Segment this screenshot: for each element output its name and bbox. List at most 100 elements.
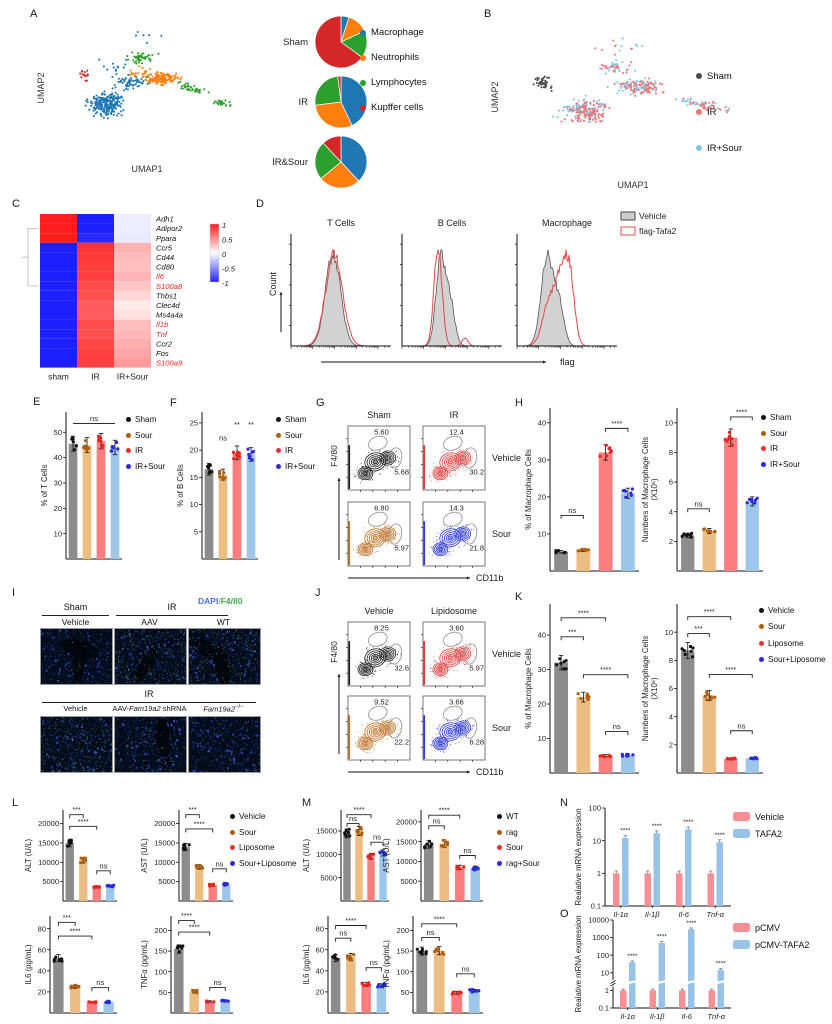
- group-title: IR: [167, 602, 177, 612]
- svg-text:****: ****: [657, 934, 668, 941]
- bar: [79, 860, 88, 901]
- bar: [376, 985, 387, 1013]
- pie-slice: [314, 75, 342, 106]
- bar: [367, 856, 375, 901]
- heatmap-cell: [114, 290, 151, 301]
- pie-slice: [314, 15, 363, 69]
- gate-ellipse: [367, 705, 388, 721]
- bar: [688, 929, 695, 1008]
- pie-slice: [314, 142, 342, 180]
- contour-population: [423, 715, 475, 759]
- bar: [355, 831, 363, 901]
- svg-text:Vehicle: Vehicle: [639, 211, 667, 221]
- svg-text:10000: 10000: [154, 858, 175, 867]
- legend-item: Kupffer cells: [360, 95, 427, 120]
- bar: [554, 551, 569, 571]
- svg-text:1: 1: [597, 869, 601, 878]
- gate-ellipse: [367, 511, 388, 527]
- legend-dot-icon: [761, 415, 766, 421]
- pie-slice: [322, 135, 342, 163]
- svg-text:20: 20: [538, 700, 546, 709]
- bar: [220, 1000, 231, 1013]
- pie-slice: [337, 75, 342, 103]
- gate-ellipse: [442, 705, 463, 721]
- svg-text:-0.5: -0.5: [222, 265, 236, 274]
- heatmap-cell: [40, 310, 77, 320]
- legend-label: IR+Sour: [285, 461, 316, 471]
- svg-text:15: 15: [190, 473, 198, 482]
- svg-text:flag-Tafa2: flag-Tafa2: [639, 226, 677, 236]
- legend-item: Sham: [276, 412, 315, 428]
- legend-k: Vehicle Sour Liposome Sour+Liposome: [759, 602, 826, 668]
- svg-text:**: **: [248, 420, 254, 429]
- contour-population: [348, 445, 400, 489]
- pie-label: Sham: [283, 36, 308, 48]
- svg-text:8: 8: [669, 448, 673, 457]
- svg-text:6: 6: [669, 478, 673, 487]
- svg-text:40: 40: [38, 966, 46, 975]
- legend-label: Sour: [506, 843, 524, 853]
- bar: [679, 990, 686, 1008]
- legend-dot-icon: [276, 463, 281, 469]
- svg-text:Lipidosome: Lipidosome: [431, 606, 477, 616]
- bar-chart-tnfa-l: 50 100 150 200 TNFα (pg/mL) **** **** ns: [140, 913, 233, 1014]
- svg-text:200: 200: [396, 926, 409, 935]
- panel-m-label: M: [302, 797, 312, 809]
- legend-label: IR+Sour: [770, 459, 801, 469]
- gate-ellipse: [388, 717, 403, 739]
- legend-swatch-icon: [733, 923, 750, 932]
- svg-text:****: ****: [736, 409, 747, 416]
- svg-text:0.5: 0.5: [222, 236, 233, 245]
- legend-dot-icon: [276, 432, 281, 438]
- svg-text:20000: 20000: [154, 819, 175, 828]
- group-title: Sham: [63, 602, 88, 612]
- svg-text:22.2: 22.2: [394, 738, 409, 747]
- svg-text:Il-1β: Il-1β: [650, 1012, 665, 1021]
- svg-text:6.28: 6.28: [469, 738, 484, 747]
- heatmap-cell: [40, 262, 77, 272]
- svg-text:40: 40: [316, 966, 324, 975]
- bar: [716, 842, 723, 906]
- svg-text:10: 10: [593, 836, 601, 845]
- bar: [416, 951, 428, 1013]
- svg-text:ns: ns: [433, 816, 441, 825]
- heatmap-cell: [77, 214, 114, 224]
- svg-text:UMAP2: UMAP2: [36, 72, 46, 103]
- svg-text:****: ****: [600, 667, 611, 674]
- svg-text:% of T Cells: % of T Cells: [40, 465, 49, 507]
- svg-text:****: ****: [715, 832, 726, 839]
- column-label: Vehicle: [61, 617, 90, 627]
- legend-label: IR: [707, 106, 717, 118]
- micrograph-ir-wt: [188, 628, 261, 685]
- contour-population: [348, 521, 401, 565]
- gate-ellipse: [463, 717, 478, 739]
- bar: [702, 530, 716, 571]
- flow-contour-chart-g: Sham IR 5.60 5.68 12.4 30.2 6.80 5.97 14.3 21.8 Ve…: [329, 410, 521, 583]
- column-label: AAV: [141, 617, 158, 627]
- legend-label: WT: [506, 812, 519, 822]
- svg-text:10: 10: [665, 628, 673, 637]
- svg-text:ns: ns: [214, 978, 222, 987]
- heatmap-cell: [114, 242, 151, 253]
- legend-item: Sour: [126, 428, 165, 444]
- bar: [204, 469, 214, 559]
- legend-item: Vehicle: [733, 808, 784, 825]
- bar: [69, 986, 81, 1013]
- legend-label: IR: [135, 446, 144, 456]
- bar: [681, 535, 695, 571]
- svg-text:IR: IR: [450, 410, 460, 420]
- bar: [454, 867, 465, 901]
- gate-ellipse: [463, 447, 478, 469]
- svg-text:10: 10: [54, 529, 62, 538]
- svg-text:6.80: 6.80: [374, 504, 389, 513]
- bar-chart-macrophage-pct: 10 20 30 40 % of Macrophage Cells ns ****: [524, 408, 639, 572]
- pie-chart-irsour: [314, 135, 368, 189]
- heatmap-cell: [114, 358, 151, 368]
- bar: [195, 866, 204, 901]
- svg-text:Numbers of Macrophage Cells: Numbers of Macrophage Cells: [641, 437, 650, 542]
- svg-text:****: ****: [189, 925, 200, 932]
- legend-dot-icon: [276, 417, 281, 423]
- legend-label: Sour: [285, 430, 303, 440]
